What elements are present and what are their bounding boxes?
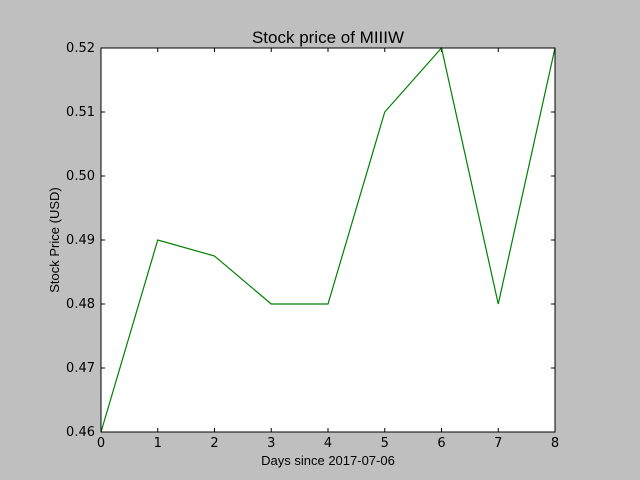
y-tick-label: 0.47 (66, 361, 95, 376)
series-line (100, 46, 556, 433)
x-tick-label: 7 (494, 436, 502, 451)
x-tick-label: 0 (97, 436, 105, 451)
x-axis-label: Days since 2017-07-06 (261, 453, 395, 468)
y-tick-label: 0.50 (66, 169, 95, 184)
y-tick-label: 0.48 (66, 297, 95, 312)
y-tick-label: 0.52 (66, 41, 95, 56)
x-tick-label: 5 (381, 436, 389, 451)
x-tick-label: 6 (437, 436, 445, 451)
x-tick-label: 3 (267, 436, 275, 451)
y-axis-label: Stock Price (USD) (47, 187, 62, 292)
y-tick-label: 0.49 (66, 233, 95, 248)
chart-title: Stock price of MIIIW (252, 28, 404, 47)
y-tick-label: 0.51 (66, 105, 95, 120)
x-tick-label: 1 (154, 436, 162, 451)
series-layer (100, 46, 556, 433)
y-tick-label: 0.46 (66, 425, 95, 440)
plot-frame (100, 47, 556, 433)
y-tick-labels: 0.46 0.47 0.48 0.49 0.50 0.51 0.52 (66, 41, 95, 440)
plot-area (101, 48, 555, 432)
x-tick-label: 8 (551, 436, 559, 451)
x-tick-label: 4 (324, 436, 332, 451)
x-tick-label: 2 (210, 436, 218, 451)
x-tick-labels: 0 1 2 3 4 5 6 7 8 (97, 436, 559, 451)
